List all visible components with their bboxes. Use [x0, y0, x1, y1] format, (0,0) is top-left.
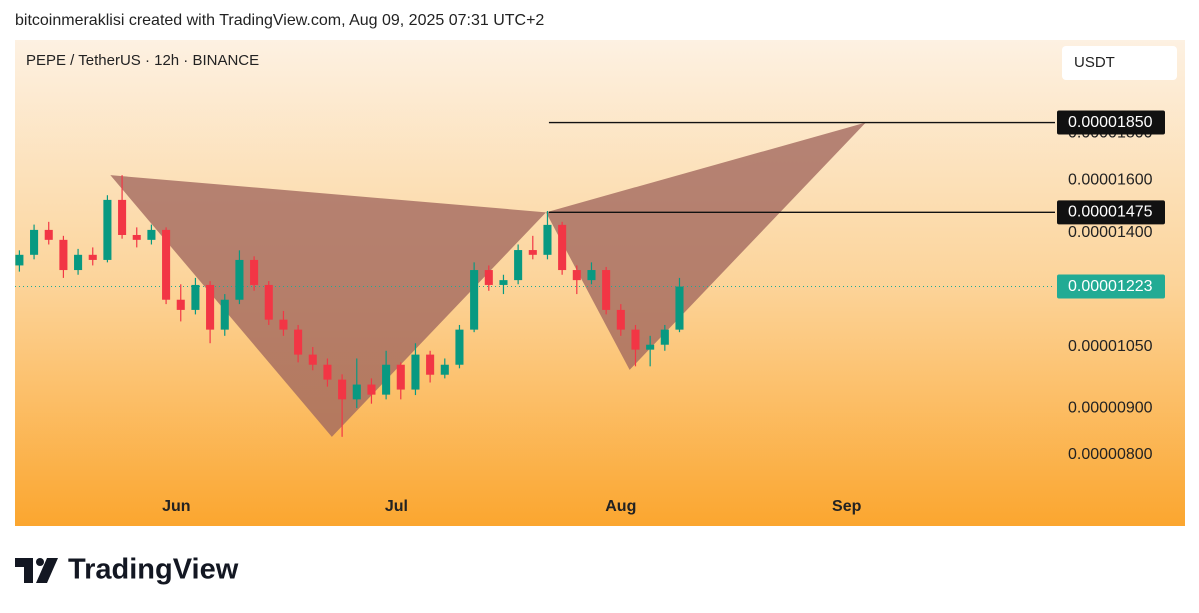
candle-body: [162, 229, 171, 300]
logo-icon: [15, 558, 58, 583]
candle-body: [308, 354, 317, 365]
candle-body: [352, 384, 361, 400]
candle-body: [631, 329, 640, 350]
candle-body: [294, 329, 303, 355]
candle-body: [59, 239, 68, 271]
candle-body: [103, 199, 112, 260]
candle-body: [616, 309, 625, 330]
candle-body: [147, 229, 156, 240]
chart-title: PEPE / TetherUS · 12h · BINANCE: [26, 52, 259, 69]
price-axis: 0.000008000.000009000.000010500.00001200…: [1057, 110, 1165, 463]
candle-body: [543, 224, 552, 255]
candle-body: [88, 254, 97, 260]
candle-body: [675, 286, 684, 330]
harmonic-pattern: [546, 122, 866, 370]
candle-body: [587, 270, 596, 281]
candle-body: [382, 364, 391, 395]
y-tick-label: 0.00000900: [1068, 399, 1153, 416]
brand: TradingView: [68, 554, 239, 586]
candle-body: [646, 344, 655, 350]
candle-body: [660, 329, 669, 345]
candle-body: [514, 250, 523, 281]
candle-body: [220, 299, 229, 330]
level-tag: [1057, 110, 1165, 135]
candle-body: [118, 199, 127, 235]
candle-body: [264, 284, 273, 320]
x-tick-label: Aug: [605, 498, 636, 515]
y-tick-label: 0.00001050: [1068, 338, 1153, 355]
candle-body: [484, 270, 493, 285]
price-label: 0.00001223: [1068, 278, 1153, 295]
candle-body: [279, 319, 288, 330]
price-tag: [1057, 274, 1165, 299]
candle-body: [44, 229, 53, 240]
x-tick-label: Sep: [832, 498, 862, 515]
candle-body: [602, 270, 611, 310]
candle-body: [426, 354, 435, 375]
candle-body: [191, 284, 200, 310]
candle-body: [440, 364, 449, 375]
plot-area: [15, 121, 1055, 437]
candle-body: [396, 364, 405, 390]
candle-body: [235, 259, 244, 300]
candle-body: [558, 224, 567, 271]
x-tick-label: Jul: [385, 498, 408, 515]
level-tag: [1057, 200, 1165, 225]
candle-body: [206, 284, 215, 330]
level-label: 0.00001475: [1068, 204, 1153, 221]
candle-body: [132, 234, 141, 240]
candle-body: [30, 229, 39, 255]
x-tick-label: Jun: [162, 498, 190, 515]
candle-body: [176, 299, 185, 310]
currency[interactable]: USDT: [1074, 54, 1115, 71]
candle-body: [15, 254, 24, 266]
caption: bitcoinmeraklisi created with TradingVie…: [15, 12, 544, 29]
y-tick-label: 0.00000800: [1068, 446, 1153, 463]
candle-body: [338, 379, 347, 400]
candle-body: [499, 280, 508, 285]
harmonic-pattern: [110, 175, 547, 437]
candle-body: [470, 270, 479, 330]
level-label: 0.00001850: [1068, 114, 1153, 131]
candle-body: [250, 259, 259, 285]
candle-body: [528, 250, 537, 255]
candle-body: [74, 254, 83, 271]
candle-body: [367, 384, 376, 395]
candle-body: [323, 364, 332, 380]
candle-body: [455, 329, 464, 365]
candle-body: [411, 354, 420, 390]
y-tick-label: 0.00001600: [1068, 171, 1153, 188]
currency-box[interactable]: [1062, 46, 1177, 80]
candle-body: [572, 270, 581, 281]
y-tick-label: 0.00001400: [1068, 224, 1153, 241]
